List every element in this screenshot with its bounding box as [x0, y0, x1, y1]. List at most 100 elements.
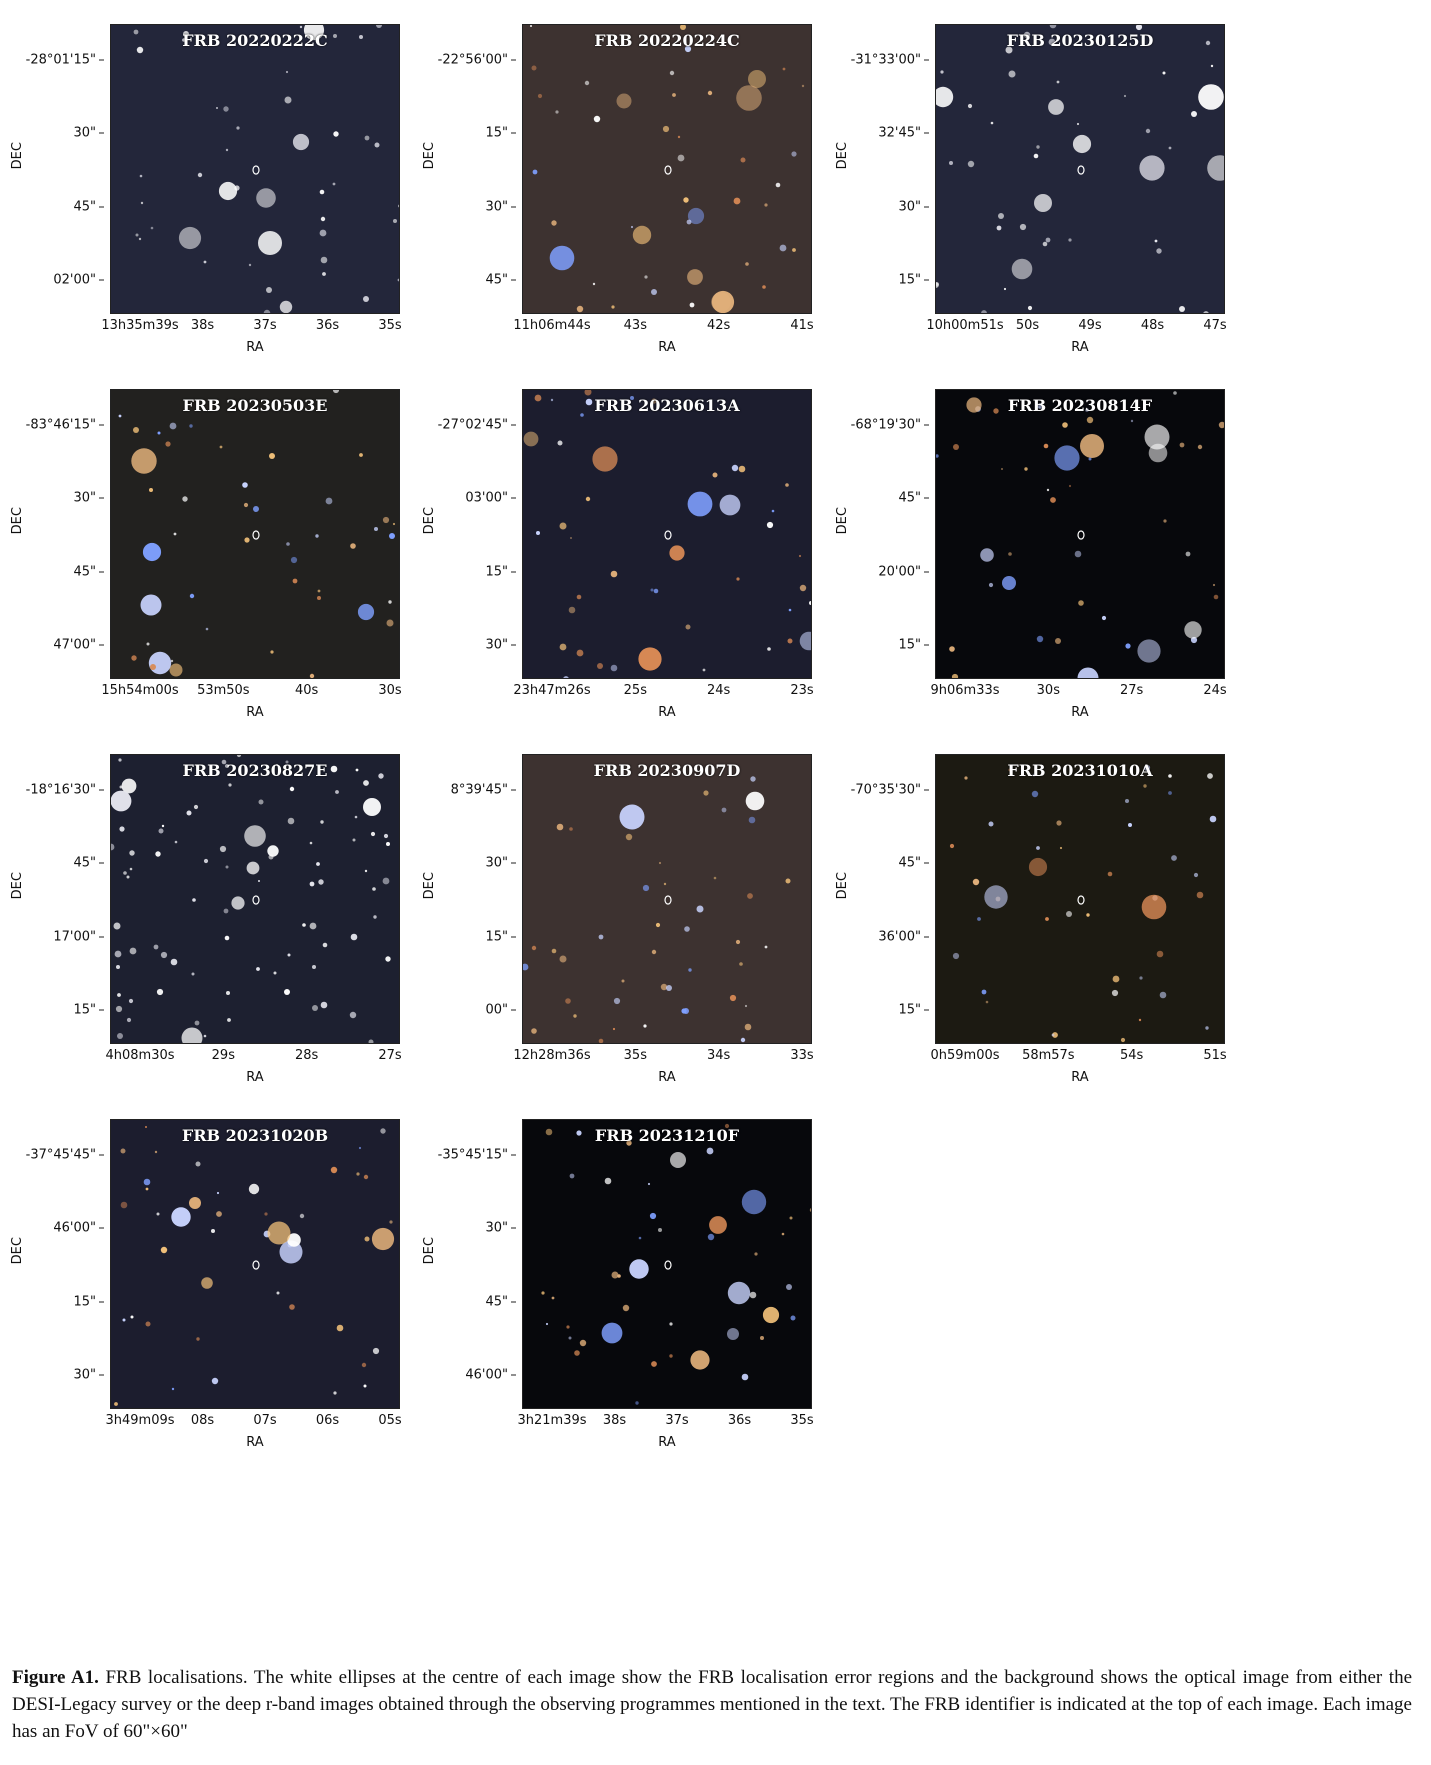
star	[790, 1315, 796, 1321]
frb-identifier: FRB 20230125D	[1006, 31, 1154, 50]
star	[787, 638, 793, 644]
dec-tick-label: -18°16'30"	[0, 783, 104, 798]
star	[1003, 287, 1007, 291]
star	[747, 893, 753, 899]
dec-tick-label: 45"	[825, 856, 929, 871]
sky-svg	[523, 25, 811, 313]
star	[174, 840, 178, 844]
image-panel: FRB 20231010A -70°35'30" 45" 36'00" 15" 0h59m…	[835, 754, 1395, 1154]
star	[111, 843, 115, 851]
star	[1198, 84, 1224, 110]
star	[312, 965, 316, 969]
figure-caption: Figure A1. FRB localisations. The white …	[12, 1664, 1412, 1745]
dec-tick-label: 32'45"	[825, 126, 929, 141]
dec-tick-label: 02'00"	[0, 273, 104, 288]
star	[203, 858, 209, 864]
star	[1203, 311, 1209, 313]
star	[749, 1291, 757, 1299]
star	[211, 1229, 215, 1233]
star	[1086, 416, 1094, 424]
star	[380, 1128, 386, 1134]
star	[113, 922, 121, 930]
dec-tick-label: 15"	[412, 564, 516, 579]
star	[357, 603, 375, 621]
star	[523, 963, 529, 971]
star	[1112, 975, 1120, 983]
star	[161, 824, 165, 828]
dec-axis-label: DEC	[422, 142, 437, 170]
star	[1056, 80, 1060, 84]
sky-image: FRB 20230613A	[522, 389, 812, 679]
dec-tick-label: 46'00"	[412, 1368, 516, 1383]
star	[1205, 1026, 1209, 1030]
dec-tick-label: -31°33'00"	[825, 53, 929, 68]
star	[1077, 667, 1099, 678]
star	[1005, 46, 1013, 54]
sky-svg	[936, 755, 1224, 1043]
star	[227, 1018, 231, 1022]
star	[315, 534, 319, 538]
star	[333, 131, 339, 137]
star	[531, 1028, 537, 1034]
star	[1019, 223, 1027, 231]
star	[735, 939, 741, 945]
star	[1128, 823, 1132, 827]
star	[263, 309, 271, 313]
star	[286, 542, 290, 546]
dec-tick-label: 45"	[0, 199, 104, 214]
sky-svg	[523, 390, 811, 678]
star	[1156, 950, 1164, 958]
sky-svg	[111, 390, 399, 678]
star	[287, 817, 295, 825]
star	[744, 1004, 748, 1008]
star	[686, 219, 692, 225]
star	[243, 502, 249, 508]
star	[651, 398, 657, 404]
sky-svg	[936, 390, 1224, 678]
star	[1054, 445, 1080, 471]
star	[374, 527, 378, 531]
star	[573, 1014, 577, 1018]
dec-tick-label: 45"	[825, 491, 929, 506]
star	[981, 989, 987, 995]
star	[335, 790, 339, 794]
caption-label: Figure A1.	[12, 1667, 99, 1688]
star	[359, 35, 363, 39]
star	[644, 275, 648, 279]
star	[133, 427, 139, 433]
star	[703, 790, 709, 796]
star	[1028, 857, 1048, 877]
star	[653, 588, 659, 594]
star	[658, 1228, 662, 1232]
star	[225, 865, 229, 869]
dec-tick-label: 00"	[412, 1003, 516, 1018]
frb-localisation-ellipse	[252, 165, 260, 175]
star	[359, 453, 363, 457]
star	[670, 1152, 686, 1168]
star	[630, 225, 634, 229]
star	[256, 967, 260, 971]
image-panel: FRB 20230907D 8°39'45" 30" 15" 00" 12h28m36s 3…	[422, 754, 982, 1154]
star	[1163, 519, 1167, 523]
ra-axis-label: RA	[246, 340, 264, 355]
star	[1048, 38, 1056, 46]
star	[762, 1306, 780, 1324]
star	[621, 979, 625, 983]
star	[169, 422, 177, 430]
dec-tick-label: -70°35'30"	[825, 783, 929, 798]
star	[171, 1207, 191, 1227]
star	[1008, 552, 1012, 556]
ra-tick-label: 05s	[378, 1413, 402, 1428]
star	[1037, 403, 1043, 409]
dec-tick-label: -28°01'15"	[0, 53, 104, 68]
star	[236, 755, 242, 758]
dec-tick-label: 45"	[0, 856, 104, 871]
ra-tick-label: 10h00m51s	[926, 318, 1004, 333]
star	[1168, 791, 1172, 795]
star	[1205, 40, 1211, 46]
star	[195, 1161, 201, 1167]
star	[788, 608, 792, 612]
star	[669, 545, 685, 561]
star	[197, 172, 203, 178]
dec-axis-label: DEC	[835, 872, 850, 900]
